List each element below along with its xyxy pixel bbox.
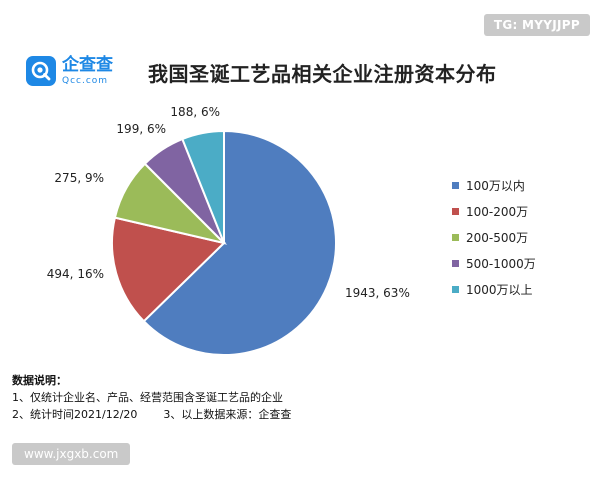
legend-label: 200-500万 <box>466 230 529 245</box>
legend-swatch <box>452 233 459 241</box>
legend-swatch <box>452 181 459 189</box>
legend-swatch <box>452 285 459 293</box>
notes-line-3: 3、以上数据来源：企查查 <box>163 408 292 421</box>
chart-title: 我国圣诞工艺品相关企业注册资本分布 <box>148 62 497 86</box>
pie-slice <box>142 129 337 356</box>
legend-item: 100万以内 <box>452 172 536 198</box>
legend-item: 1000万以上 <box>452 276 536 302</box>
notes-heading: 数据说明： <box>12 374 67 387</box>
qcc-logo-icon <box>26 56 56 86</box>
data-notes: 数据说明： 1、仅统计企业名、产品、经营范围含圣诞工艺品的企业 2、统计时间20… <box>12 372 291 423</box>
legend-item: 200-500万 <box>452 224 536 250</box>
pie-slice <box>181 129 225 244</box>
notes-line-1: 1、仅统计企业名、产品、经营范围含圣诞工艺品的企业 <box>12 391 283 404</box>
slice-data-label: 275, 9% <box>54 171 104 185</box>
notes-line-2: 2、统计时间2021/12/20 <box>12 408 138 421</box>
legend-label: 100万以内 <box>466 178 525 193</box>
logo-en-text: Qcc.com <box>62 75 109 86</box>
legend-label: 500-1000万 <box>466 256 536 271</box>
slice-data-label: 199, 6% <box>116 122 166 136</box>
legend-item: 100-200万 <box>452 198 536 224</box>
slice-data-label: 494, 16% <box>47 267 104 281</box>
source-watermark: www.jxgxb.com <box>12 443 131 465</box>
chart-legend: 100万以内 100-200万 200-500万 500-1000万 1000万… <box>452 172 536 302</box>
qcc-logo: 企查查 Qcc.com <box>26 56 113 86</box>
legend-item: 500-1000万 <box>452 250 536 276</box>
legend-label: 1000万以上 <box>466 282 533 297</box>
slice-data-label: 1943, 63% <box>345 286 410 300</box>
pie-slice <box>110 216 227 323</box>
slice-data-label: 188, 6% <box>170 105 220 119</box>
legend-swatch <box>452 259 459 267</box>
legend-swatch <box>452 207 459 215</box>
logo-cn-text: 企查查 <box>62 54 113 75</box>
tg-badge: TG: MYYJJPP <box>483 14 590 36</box>
legend-label: 100-200万 <box>466 204 529 219</box>
